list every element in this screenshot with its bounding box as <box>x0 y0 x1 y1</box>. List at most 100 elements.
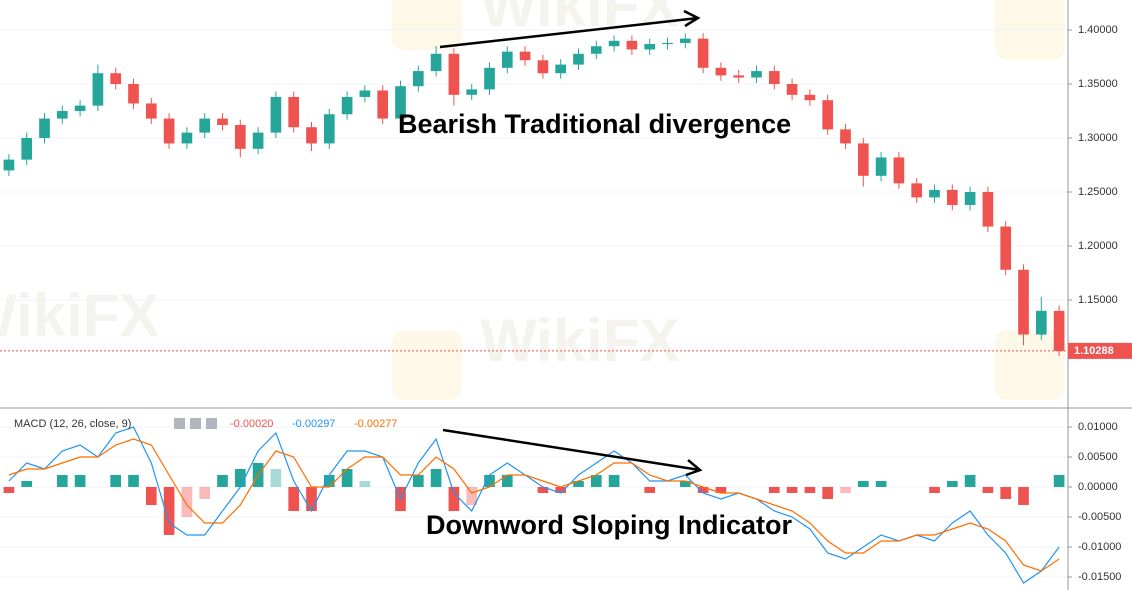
watermark: WikiFX <box>480 0 679 39</box>
histogram-bar <box>840 486 851 493</box>
y-tick-label: 0.01000 <box>1078 421 1118 433</box>
candle-body <box>644 44 656 50</box>
candle-body <box>804 94 816 101</box>
indicator-line <box>442 428 701 472</box>
candle-body <box>448 53 460 95</box>
histogram-bar <box>1000 486 1012 499</box>
candle-body <box>964 192 976 205</box>
candle-body <box>946 189 958 205</box>
histogram-bar <box>822 486 834 499</box>
candle-body <box>181 132 193 144</box>
histogram-bar <box>74 474 86 487</box>
candle-body <box>1000 226 1012 270</box>
indicator-buttons[interactable] <box>174 418 217 429</box>
histogram-bar <box>323 474 335 487</box>
histogram-bar <box>875 480 887 487</box>
histogram-bar <box>110 474 122 487</box>
histogram-bar <box>163 486 175 535</box>
candle-body <box>288 96 300 128</box>
candle-body <box>412 71 424 87</box>
candle-body <box>733 75 745 78</box>
candle-body <box>662 42 673 45</box>
candle-body <box>679 38 691 43</box>
candle-body <box>3 159 15 171</box>
candle-body <box>110 73 122 85</box>
candle-body <box>715 67 727 76</box>
y-tick-label: 1.40000 <box>1078 24 1118 36</box>
histogram-bar <box>608 474 620 487</box>
candle-body <box>395 86 406 119</box>
last-price-box <box>1068 342 1132 359</box>
candle-body <box>911 183 923 198</box>
candle-body <box>359 90 371 97</box>
histogram-bar <box>199 486 211 499</box>
candle-body <box>537 60 549 74</box>
histogram-bar <box>3 486 15 493</box>
candle-body <box>608 40 620 47</box>
histogram-bar <box>466 486 478 505</box>
candle-body <box>697 38 709 68</box>
candle-body <box>163 118 175 144</box>
histogram-bar <box>857 480 869 487</box>
candle-body <box>555 64 567 74</box>
candle-body <box>519 51 531 61</box>
candle-body <box>1035 310 1047 335</box>
histogram-bar <box>679 480 691 487</box>
histogram-bar <box>946 480 958 487</box>
watermarks: WikiFX WikiFX WikiFX <box>0 0 1065 400</box>
annotation: Bearish Traditional divergence <box>398 109 791 139</box>
eye-button[interactable] <box>174 418 185 429</box>
candle-body <box>56 111 68 119</box>
candle-body <box>430 53 442 72</box>
histogram-bar <box>359 480 371 487</box>
histogram-bar <box>1018 486 1029 505</box>
y-tick-label: 1.15000 <box>1078 294 1118 306</box>
y-tick-label: 0.00500 <box>1078 451 1118 463</box>
histogram-bar <box>644 486 656 493</box>
histogram-bar <box>217 474 228 487</box>
watermark-logo <box>392 0 462 50</box>
candle-body <box>341 96 353 115</box>
histogram-bar <box>234 468 246 487</box>
candle-body <box>573 53 584 65</box>
last-price-label: 1.10288 <box>1074 345 1114 357</box>
y-tick-label: 1.35000 <box>1078 78 1118 90</box>
histogram-bar <box>306 486 317 511</box>
candle-body <box>234 125 246 149</box>
close-button[interactable] <box>206 418 217 429</box>
settings-button[interactable] <box>190 418 201 429</box>
histogram-bar <box>929 486 940 493</box>
watermark-logo <box>392 330 462 400</box>
y-tick-label: -0.00500 <box>1078 511 1121 523</box>
candle-body <box>377 90 389 119</box>
histogram-bar <box>964 474 976 487</box>
candle-body <box>39 118 50 139</box>
histogram-bar <box>537 486 549 493</box>
candle-body <box>217 118 228 126</box>
candle-body <box>840 129 851 144</box>
candle-body <box>857 143 869 176</box>
y-tick-label: -0.01500 <box>1078 571 1121 583</box>
candle-body <box>1053 310 1065 351</box>
candle-body <box>590 46 602 54</box>
histogram-bar <box>768 486 780 493</box>
annotation: Downword Sloping Indicator <box>426 510 792 540</box>
arrow-head <box>685 459 703 477</box>
histogram-bar <box>56 474 68 487</box>
candle-body <box>252 132 264 149</box>
candle-body <box>982 192 994 227</box>
plot <box>0 29 1068 584</box>
candle-body <box>306 127 317 144</box>
candle-body <box>270 96 282 133</box>
y-tick-label: -0.01000 <box>1078 541 1121 553</box>
candle-body <box>822 100 834 130</box>
histogram-bar <box>270 468 282 487</box>
watermark: WikiFX <box>0 282 159 349</box>
watermark-logo <box>995 330 1065 400</box>
candle-body <box>501 51 513 68</box>
candle-body <box>751 71 762 78</box>
histogram-bar <box>181 486 193 517</box>
histogram-bar <box>573 480 584 487</box>
candle-body <box>199 118 211 133</box>
